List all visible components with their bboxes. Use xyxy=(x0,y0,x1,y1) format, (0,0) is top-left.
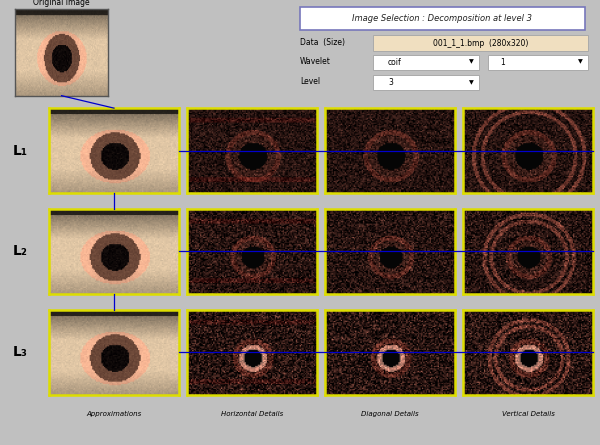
FancyBboxPatch shape xyxy=(488,55,588,70)
FancyBboxPatch shape xyxy=(373,75,479,90)
Text: L₃: L₃ xyxy=(13,345,27,359)
Text: Level: Level xyxy=(300,77,320,86)
FancyBboxPatch shape xyxy=(300,7,585,30)
FancyBboxPatch shape xyxy=(373,55,479,70)
Text: ▼: ▼ xyxy=(578,60,583,65)
Text: ▼: ▼ xyxy=(469,60,473,65)
Text: ▼: ▼ xyxy=(469,80,473,85)
Text: 1: 1 xyxy=(500,57,505,67)
Text: Wavelet: Wavelet xyxy=(300,57,331,66)
Text: 3: 3 xyxy=(388,78,393,87)
Text: L₁: L₁ xyxy=(12,144,28,158)
Text: 001_1_1.bmp  (280x320): 001_1_1.bmp (280x320) xyxy=(433,39,528,48)
Text: L₂: L₂ xyxy=(13,244,27,259)
Text: Image Selection : Decomposition at level 3: Image Selection : Decomposition at level… xyxy=(353,14,533,23)
Text: Horizontal Details: Horizontal Details xyxy=(221,411,283,417)
Text: Original Image: Original Image xyxy=(33,0,90,7)
Text: coif: coif xyxy=(388,57,402,67)
FancyBboxPatch shape xyxy=(373,36,588,52)
Text: Approximations: Approximations xyxy=(86,411,142,417)
Text: Vertical Details: Vertical Details xyxy=(502,411,554,417)
Text: Diagonal Details: Diagonal Details xyxy=(361,411,419,417)
Text: Data  (Size): Data (Size) xyxy=(300,38,345,47)
